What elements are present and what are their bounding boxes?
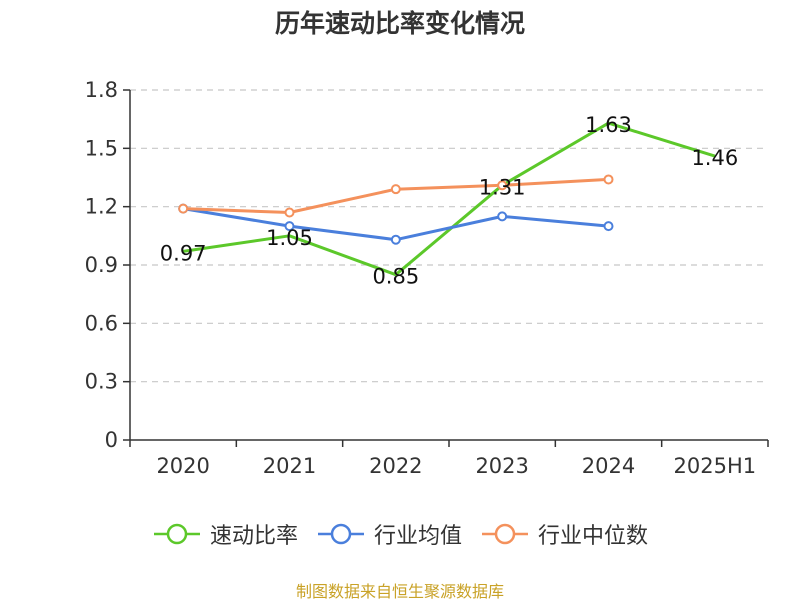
source-note: 制图数据来自恒生聚源数据库 <box>295 582 504 601</box>
x-tick-label: 2022 <box>369 454 422 478</box>
y-tick-label: 0.3 <box>85 370 118 394</box>
x-tick-label: 2023 <box>475 454 528 478</box>
legend-item[interactable]: 行业中位数 <box>480 518 648 550</box>
data-point <box>603 221 614 232</box>
legend-label: 行业均值 <box>373 524 462 549</box>
y-tick-label: 1.2 <box>85 195 118 219</box>
data-label: 1.63 <box>585 113 632 137</box>
chart-title: 历年速动比率变化情况 <box>274 9 525 38</box>
legend-item[interactable]: 行业均值 <box>316 518 462 550</box>
x-tick-label: 2024 <box>582 454 635 478</box>
data-point <box>284 207 295 218</box>
x-tick-label: 2021 <box>263 454 316 478</box>
legend-marker-icon <box>153 523 200 545</box>
legend-item[interactable]: 速动比率 <box>152 518 298 550</box>
y-tick-label: 1.5 <box>85 136 118 160</box>
y-tick-label: 0 <box>105 428 118 452</box>
legend-marker-icon <box>482 523 528 545</box>
y-tick-label: 0.9 <box>85 253 118 277</box>
data-point <box>497 180 508 191</box>
series-line-0 <box>182 121 716 277</box>
data-label: 1.05 <box>266 226 313 250</box>
data-point <box>284 221 295 232</box>
data-point <box>497 211 508 222</box>
data-label: 1.46 <box>691 146 738 170</box>
y-tick-label: 1.8 <box>85 78 118 102</box>
data-label: 1.31 <box>479 175 526 199</box>
x-tick-label: 2020 <box>156 454 209 478</box>
data-point <box>390 234 401 245</box>
data-point <box>603 174 614 185</box>
data-label: 0.85 <box>372 265 419 289</box>
legend: 速动比率 行业均值 行业中位数 <box>0 518 800 550</box>
y-tick-label: 0.6 <box>85 311 118 335</box>
data-labels: 0.97 1.05 0.85 1.31 1.63 1.46 <box>160 113 738 289</box>
data-point <box>390 184 401 195</box>
axes: 0 0.3 0.6 0.9 1.2 1.5 1.8 2020 2021 2022 2023 2024 2… <box>85 78 769 478</box>
legend-marker-icon <box>317 523 364 545</box>
legend-label: 速动比率 <box>209 524 298 549</box>
grid-lines <box>130 89 768 383</box>
data-point <box>178 203 189 214</box>
x-tick-label: 2025H1 <box>674 454 757 478</box>
legend-label: 行业中位数 <box>538 524 649 549</box>
data-label: 0.97 <box>160 241 207 265</box>
series-lines <box>178 121 716 277</box>
